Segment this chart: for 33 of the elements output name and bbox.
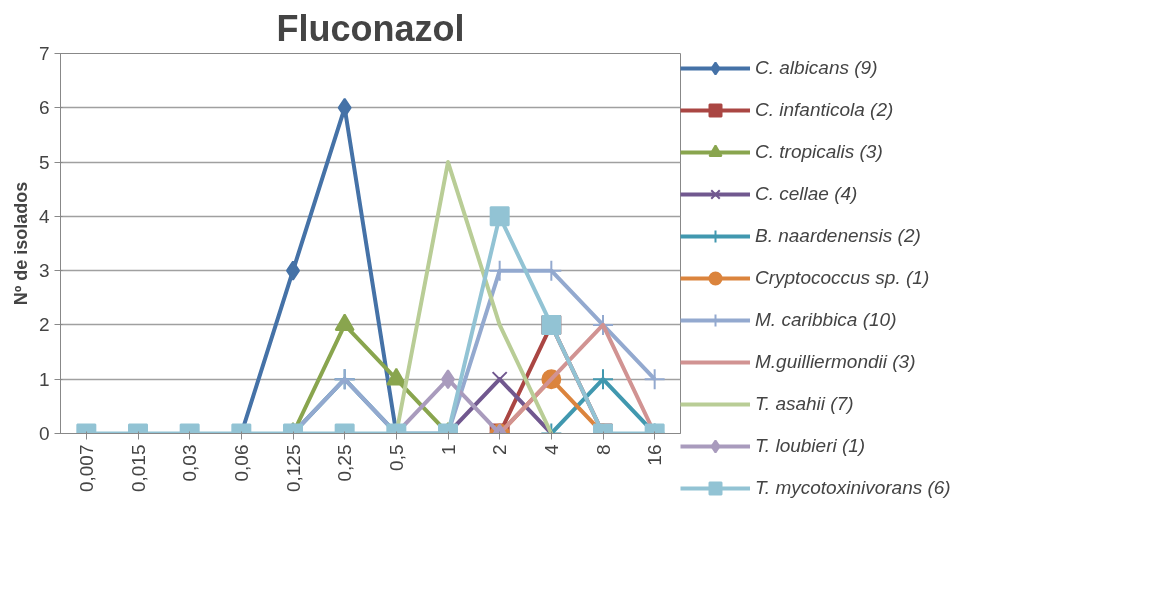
x-tick-label: 0,5 xyxy=(385,444,407,471)
x-tick-label: 1 xyxy=(437,444,459,456)
y-axis-title: Nº de isolados xyxy=(10,181,31,306)
legend-label: C. albicans (9) xyxy=(755,57,878,79)
y-tick-label: 5 xyxy=(38,151,50,173)
y-tick-label: 1 xyxy=(38,368,50,390)
x-tick-label: 0,06 xyxy=(230,444,252,482)
y-tick-label: 3 xyxy=(38,260,50,282)
x-tick-label: 0,007 xyxy=(75,444,97,493)
x-tick-label: 2 xyxy=(489,444,511,456)
x-tick-label: 0,25 xyxy=(334,444,356,482)
chart-title: Fluconazol xyxy=(276,7,465,49)
y-tick-label: 0 xyxy=(38,423,50,444)
y-tick-label: 7 xyxy=(38,43,50,64)
legend-label: M.guilliermondii (3) xyxy=(755,351,916,373)
x-tick-label: 0,125 xyxy=(282,444,304,493)
legend-label: M. caribbica (10) xyxy=(755,309,897,331)
x-tick-label: 0,015 xyxy=(127,444,149,493)
legend-label: C. infanticola (2) xyxy=(755,99,894,121)
legend-label: T. mycotoxinivorans (6) xyxy=(755,477,951,499)
legend-label: B. naardenensis (2) xyxy=(755,225,921,247)
legend-label: T. loubieri (1) xyxy=(755,435,866,457)
legend-label: C. cellae (4) xyxy=(755,183,858,205)
y-tick-label: 4 xyxy=(38,205,50,227)
x-tick-label: 0,03 xyxy=(179,444,201,482)
legend-label: T. asahii (7) xyxy=(755,393,854,415)
x-tick-label: 8 xyxy=(592,444,614,456)
legend-label: C. tropicalis (3) xyxy=(755,141,883,163)
x-tick-label: 16 xyxy=(644,444,666,466)
legend-label: Cryptococcus sp. (1) xyxy=(755,267,930,289)
y-tick-label: 2 xyxy=(38,314,50,336)
x-tick-label: 4 xyxy=(540,444,562,456)
y-tick-label: 6 xyxy=(38,97,50,119)
